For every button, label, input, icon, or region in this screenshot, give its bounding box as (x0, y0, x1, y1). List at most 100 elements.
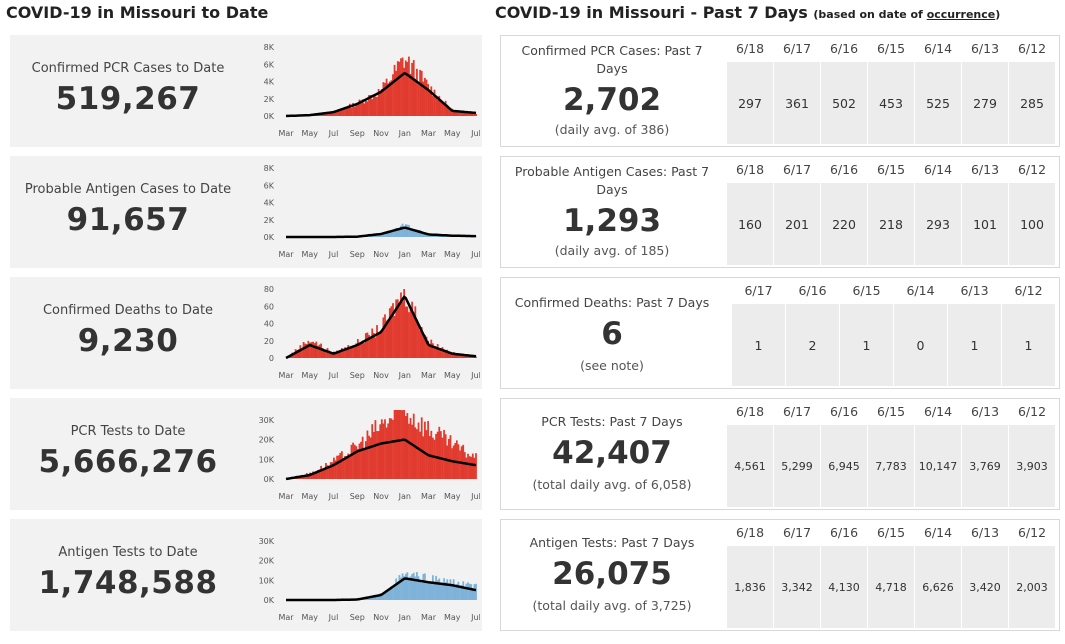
daily-bar (360, 342, 362, 358)
daily-bar (414, 576, 417, 600)
daily-bar (344, 108, 346, 116)
daily-bar (409, 418, 412, 479)
daily-table: 6/18 1,836 6/17 3,342 6/16 4,130 6/15 4,718 6/14… (726, 520, 1055, 628)
day-value[interactable]: 3,769 (962, 425, 1008, 507)
daily-bar (356, 449, 359, 479)
day-value[interactable]: 1 (732, 304, 785, 386)
daily-bar (337, 109, 340, 116)
right-title: COVID-19 in Missouri - Past 7 Days (base… (495, 3, 1000, 22)
daily-bar (438, 95, 441, 116)
daily-bar (427, 234, 429, 237)
daily-bar (318, 344, 321, 358)
day-value[interactable]: 220 (821, 183, 867, 265)
day-column: 6/13 279 (962, 36, 1008, 144)
daily-bar (325, 463, 327, 479)
daily-bar (467, 355, 469, 358)
x-tick-label: Jul (328, 129, 339, 138)
day-value[interactable]: 502 (821, 62, 867, 144)
day-date: 6/14 (906, 283, 935, 298)
day-value[interactable]: 3,342 (774, 546, 820, 628)
day-column: 6/18 1,836 (727, 520, 773, 628)
day-date: 6/15 (852, 283, 881, 298)
day-date: 6/14 (923, 525, 953, 540)
daily-bar (380, 329, 383, 358)
day-value[interactable]: 525 (915, 62, 961, 144)
daily-bar (435, 97, 437, 116)
daily-bar (408, 56, 410, 116)
day-value[interactable]: 6,626 (915, 546, 961, 628)
daily-bar (348, 348, 351, 358)
daily-bar (392, 230, 394, 237)
daily-bar (395, 227, 398, 237)
day-value[interactable]: 453 (868, 62, 914, 144)
daily-bar (342, 349, 345, 358)
daily-bar (452, 111, 455, 116)
daily-bar (451, 583, 453, 600)
daily-bar (369, 338, 372, 358)
daily-bar (385, 78, 388, 116)
daily-bar (331, 462, 334, 479)
daily-bar (301, 348, 303, 358)
daily-bar (368, 95, 370, 116)
day-value[interactable]: 160 (727, 183, 773, 265)
day-value[interactable]: 10,147 (915, 425, 961, 507)
daily-bar (326, 465, 329, 479)
day-value[interactable]: 4,718 (868, 546, 914, 628)
day-value[interactable]: 6,945 (821, 425, 867, 507)
day-value[interactable]: 1 (948, 304, 1001, 386)
day-value[interactable]: 1,836 (727, 546, 773, 628)
daily-bar (416, 319, 418, 358)
daily-bar (385, 427, 388, 479)
daily-bar (395, 70, 398, 116)
day-value[interactable]: 285 (1009, 62, 1055, 144)
day-value[interactable]: 2,003 (1009, 546, 1055, 628)
day-value[interactable]: 4,130 (821, 546, 867, 628)
day-value[interactable]: 361 (774, 62, 820, 144)
day-column: 6/15 4,718 (868, 520, 914, 628)
day-value[interactable]: 7,783 (868, 425, 914, 507)
card-value: 91,657 (66, 202, 190, 238)
card-antigen-tests: Antigen Tests to Date 1,748,588 30K 20K 10… (10, 519, 482, 631)
x-tick-label: Sep (350, 492, 365, 501)
day-value[interactable]: 5,299 (774, 425, 820, 507)
day-value[interactable]: 297 (727, 62, 773, 144)
day-value[interactable]: 1 (840, 304, 893, 386)
day-date: 6/17 (782, 162, 812, 177)
day-value[interactable]: 0 (894, 304, 947, 386)
daily-bar (408, 578, 410, 600)
daily-bar (471, 588, 474, 600)
day-value[interactable]: 2 (786, 304, 839, 386)
day-value[interactable]: 100 (1009, 183, 1055, 265)
daily-bar (436, 580, 439, 600)
week-value: 2,702 (562, 82, 662, 118)
daily-bar (323, 349, 326, 358)
y-tick-label: 4K (264, 199, 275, 208)
day-date: 6/18 (735, 404, 765, 419)
day-value[interactable]: 201 (774, 183, 820, 265)
y-tick-label: 6K (264, 60, 275, 69)
day-value[interactable]: 3,420 (962, 546, 1008, 628)
x-tick-label: May (301, 371, 318, 380)
daily-bar (446, 579, 449, 600)
day-value[interactable]: 101 (962, 183, 1008, 265)
occurrence-link[interactable]: occurrence (926, 8, 996, 21)
x-tick-label: May (444, 613, 461, 622)
card-value: 1,748,588 (38, 565, 218, 601)
daily-bar (411, 62, 414, 116)
daily-bar (428, 436, 431, 479)
day-value[interactable]: 4,561 (727, 425, 773, 507)
day-value[interactable]: 293 (915, 183, 961, 265)
day-value[interactable]: 218 (868, 183, 914, 265)
day-date: 6/13 (970, 404, 1000, 419)
day-value[interactable]: 279 (962, 62, 1008, 144)
daily-bar (356, 339, 359, 358)
daily-bar (372, 332, 375, 358)
x-tick-label: Mar (278, 613, 294, 622)
daily-bar (360, 441, 362, 479)
card-pcr-tests: PCR Tests to Date 5,666,276 30K 20K 10K 0K M… (10, 398, 482, 510)
daily-table: 6/18 4,561 6/17 5,299 6/16 6,945 6/15 7,783 6/14… (726, 399, 1055, 507)
card-value: 9,230 (77, 323, 179, 359)
day-value[interactable]: 3,903 (1009, 425, 1055, 507)
day-value[interactable]: 1 (1002, 304, 1055, 386)
daily-bar (447, 585, 450, 600)
